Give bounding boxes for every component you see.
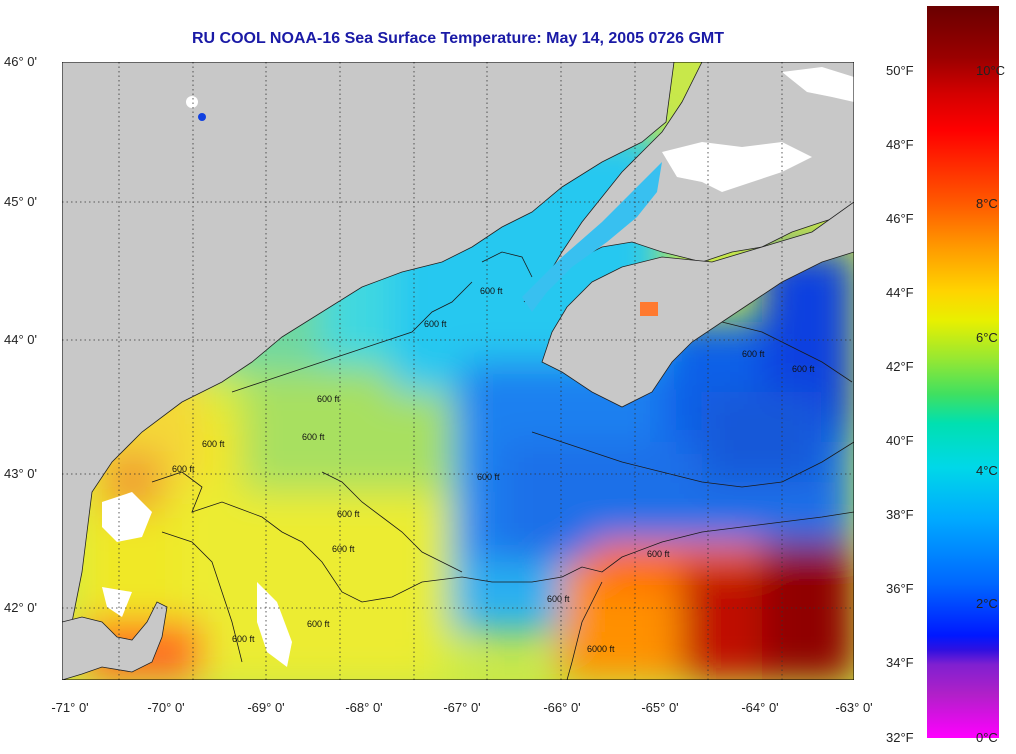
sst-map: 600 ft 600 ft 600 ft 600 ft 600 ft 600 f… xyxy=(62,62,854,680)
colorbar-c-label: 4°C xyxy=(976,463,998,478)
graticule xyxy=(62,62,854,680)
contour-label: 600 ft xyxy=(317,394,340,404)
contour-label: 600 ft xyxy=(480,286,503,296)
colorbar-c-label: 0°C xyxy=(976,730,998,745)
lon-label: -63° 0' xyxy=(835,700,873,715)
land-cape-cod xyxy=(62,601,168,680)
contour-label: 600 ft xyxy=(547,594,570,604)
map-title: RU COOL NOAA-16 Sea Surface Temperature:… xyxy=(191,30,725,47)
temperature-colorbar xyxy=(927,6,999,738)
colorbar-c-label: 10°C xyxy=(976,63,1006,78)
colorbar-f-label: 46°F xyxy=(886,211,914,226)
bay-of-fundy xyxy=(522,162,662,312)
lat-label: 44° 0' xyxy=(4,332,37,347)
lon-label: -64° 0' xyxy=(741,700,779,715)
contour-label: 600 ft xyxy=(647,549,670,559)
colorbar-f-label: 38°F xyxy=(886,507,914,522)
cloud-northeast xyxy=(782,67,854,102)
colorbar-c-label: 2°C xyxy=(976,596,998,611)
colorbar-c-label: 8°C xyxy=(976,196,998,211)
lon-label: -65° 0' xyxy=(641,700,679,715)
contour-label: 600 ft xyxy=(307,619,330,629)
contour-label: 600 ft xyxy=(232,634,255,644)
lat-label: 42° 0' xyxy=(4,600,37,615)
contour-label: 600 ft xyxy=(337,509,360,519)
contour-label: 6000 ft xyxy=(587,644,615,654)
cloud-patch xyxy=(102,492,152,542)
lon-label: -67° 0' xyxy=(443,700,481,715)
lon-label: -66° 0' xyxy=(543,700,581,715)
land-nova-scotia-peninsula xyxy=(541,201,854,408)
lon-label: -69° 0' xyxy=(247,700,285,715)
contour-labels: 600 ft 600 ft 600 ft 600 ft 600 ft 600 f… xyxy=(172,286,815,654)
lat-label: 43° 0' xyxy=(4,466,37,481)
land-new-england xyxy=(62,62,675,633)
colorbar-f-label: 44°F xyxy=(886,285,914,300)
contour-label: 600 ft xyxy=(332,544,355,554)
lat-label: 46° 0' xyxy=(4,54,37,69)
cloud-gulf-st-lawrence xyxy=(662,142,812,192)
colorbar-f-label: 34°F xyxy=(886,655,914,670)
contour-label: 600 ft xyxy=(302,432,325,442)
bathymetry-contours xyxy=(151,251,854,680)
colorbar-f-label: 42°F xyxy=(886,359,914,374)
contour-label: 600 ft xyxy=(172,464,195,474)
contour-label: 600 ft xyxy=(792,364,815,374)
contour-label: 600 ft xyxy=(202,439,225,449)
contour-label: 600 ft xyxy=(424,319,447,329)
colorbar-f-label: 36°F xyxy=(886,581,914,596)
lon-label: -68° 0' xyxy=(345,700,383,715)
contour-label: 600 ft xyxy=(742,349,765,359)
colorbar-f-label: 50°F xyxy=(886,63,914,78)
contour-label: 600 ft xyxy=(477,472,500,482)
cloud-patch xyxy=(102,587,132,617)
colorbar-c-label: 6°C xyxy=(976,330,998,345)
colorbar-f-label: 40°F xyxy=(886,433,914,448)
lon-label: -71° 0' xyxy=(51,700,89,715)
lon-label: -70° 0' xyxy=(147,700,185,715)
colorbar-f-label: 48°F xyxy=(886,137,914,152)
colorbar-f-label: 32°F xyxy=(886,730,914,745)
lat-label: 45° 0' xyxy=(4,194,37,209)
